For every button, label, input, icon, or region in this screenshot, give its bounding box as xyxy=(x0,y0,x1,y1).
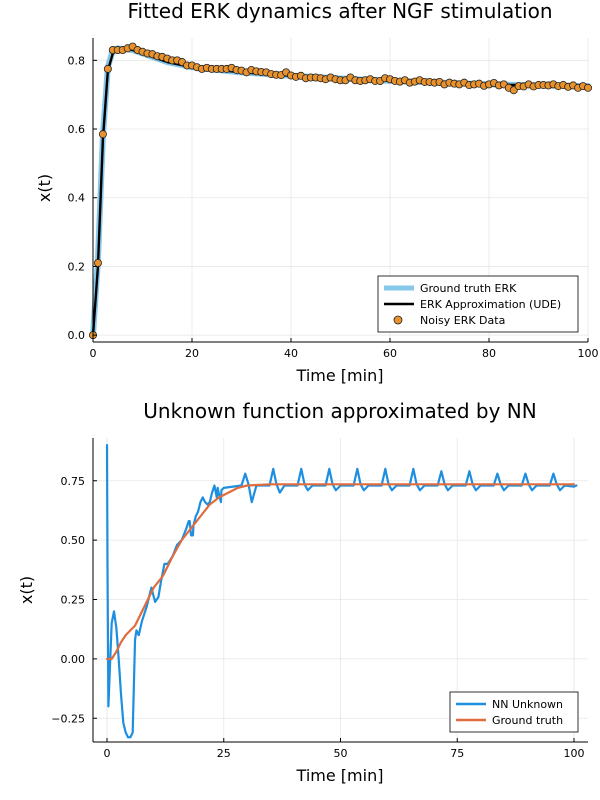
y-tick-label: 0.75 xyxy=(61,475,86,488)
y-tick-label: 0.8 xyxy=(68,54,86,67)
legend-label: Ground truth xyxy=(492,714,563,727)
chart-nn-unknown: Unknown function approximated by NN 0 25 5… xyxy=(17,399,588,785)
legend-label: Noisy ERK Data xyxy=(420,314,505,327)
chart-fitted-erk: Fitted ERK dynamics after NGF stimulatio… xyxy=(35,0,599,385)
x-tick-label: 75 xyxy=(450,747,464,760)
chart-title: Fitted ERK dynamics after NGF stimulatio… xyxy=(127,0,552,23)
legend-box xyxy=(449,691,579,733)
series-line-nn-unknown xyxy=(105,444,578,739)
legend-label: ERK Approximation (UDE) xyxy=(420,298,561,311)
y-axis-label: x(t) xyxy=(35,174,54,202)
x-axis-label: Time [min] xyxy=(296,366,384,385)
y-axis-label: x(t) xyxy=(17,576,36,604)
x-tick-label: 80 xyxy=(482,347,496,360)
series-noisy-erk-data xyxy=(89,42,593,340)
y-tick-label: 0.50 xyxy=(61,534,86,547)
x-tick-label: 0 xyxy=(104,747,111,760)
y-tick-label: −0.25 xyxy=(51,712,85,725)
x-tick-label: 60 xyxy=(383,347,397,360)
data-point xyxy=(584,83,593,92)
x-tick-label: 20 xyxy=(185,347,199,360)
data-point xyxy=(98,130,107,139)
legend-label: Ground truth ERK xyxy=(420,282,517,295)
legend-marker-noisy-erk-data xyxy=(393,315,403,325)
data-point xyxy=(93,258,102,267)
legend: Ground truth ERK ERK Approximation (UDE) N… xyxy=(377,275,579,333)
legend: NN Unknown Ground truth xyxy=(449,691,579,733)
series-line-ground-truth xyxy=(105,483,576,660)
y-tick-label: 0.25 xyxy=(61,594,86,607)
x-tick-label: 50 xyxy=(334,747,348,760)
x-axis-label: Time [min] xyxy=(296,766,384,785)
chart-title: Unknown function approximated by NN xyxy=(143,399,536,423)
legend-label: NN Unknown xyxy=(492,698,563,711)
x-tick-label: 100 xyxy=(578,347,599,360)
y-tick-label: 0.4 xyxy=(68,192,86,205)
x-tick-label: 40 xyxy=(284,347,298,360)
x-tick-label: 25 xyxy=(217,747,231,760)
x-tick-label: 0 xyxy=(90,347,97,360)
y-tick-label: 0.0 xyxy=(68,329,86,342)
y-tick-label: 0.00 xyxy=(61,653,86,666)
y-tick-label: 0.2 xyxy=(68,260,86,273)
y-tick-label: 0.6 xyxy=(68,123,86,136)
data-point xyxy=(103,64,112,73)
x-tick-label: 100 xyxy=(563,747,584,760)
